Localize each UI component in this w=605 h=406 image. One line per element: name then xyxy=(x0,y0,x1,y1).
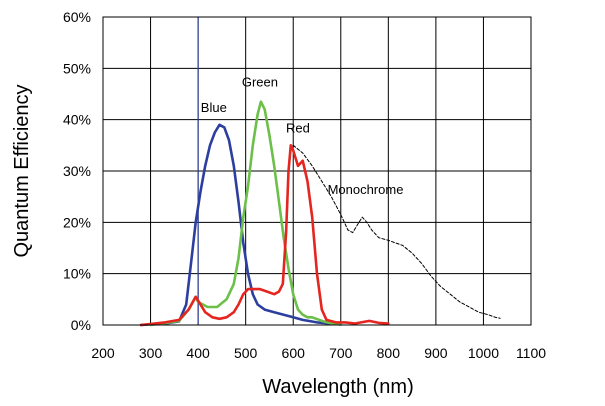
y-tick-label: 40% xyxy=(63,112,91,128)
y-tick-label: 50% xyxy=(63,60,91,76)
y-axis-label: Quantum Efficiency xyxy=(11,84,33,257)
y-tick-label: 20% xyxy=(63,214,91,230)
x-tick-label: 700 xyxy=(329,345,353,361)
series-line-blue xyxy=(139,123,343,327)
series-labels: Blue Green Red Monochrome xyxy=(201,74,404,197)
x-tick-label: 800 xyxy=(377,345,401,361)
series-line-monochrome xyxy=(292,144,501,319)
y-tick-label: 10% xyxy=(63,266,91,282)
plot-frame xyxy=(102,16,532,326)
series-label-blue: Blue xyxy=(201,100,227,115)
x-tick-label: 400 xyxy=(186,345,210,361)
series-label-green: Green xyxy=(242,74,278,89)
series-line-red xyxy=(139,144,390,327)
y-tick-label: 0% xyxy=(71,317,91,333)
series-label-red: Red xyxy=(286,121,310,136)
x-axis-label: Wavelength (nm) xyxy=(262,376,414,398)
y-tick-label: 30% xyxy=(63,163,91,179)
y-tick-label: 60% xyxy=(63,9,91,25)
plot-border xyxy=(102,16,532,326)
x-tick-label: 200 xyxy=(91,345,115,361)
x-tick-label: 1100 xyxy=(516,345,546,361)
x-tick-label: 900 xyxy=(424,345,448,361)
x-tick-label: 1000 xyxy=(468,345,499,361)
x-tick-labels: 200 300 400 500 600 700 800 900 1000 1100 xyxy=(91,345,546,361)
x-tick-label: 500 xyxy=(234,345,258,361)
series-group xyxy=(139,100,501,327)
x-tick-label: 300 xyxy=(139,345,163,361)
x-tick-label: 600 xyxy=(282,345,306,361)
series-label-monochrome: Monochrome xyxy=(328,182,404,197)
y-tick-labels: 0% 10% 20% 30% 40% 50% 60% xyxy=(63,9,91,333)
